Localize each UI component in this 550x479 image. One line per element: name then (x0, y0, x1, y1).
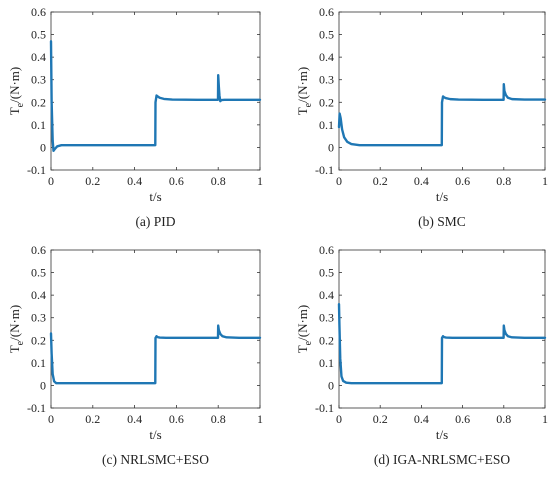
y-tick-label: 0.5 (31, 28, 46, 42)
y-tick-label: 0.6 (319, 5, 334, 19)
y-axis-label-unit: /(N·m) (7, 305, 22, 341)
y-tick-label: 0.3 (31, 311, 46, 325)
x-axis-label: t/s (149, 189, 161, 204)
y-tick-label: 0.1 (319, 118, 334, 132)
y-axis-label-main: T (7, 107, 22, 115)
y-axis-label-subscript: e (15, 102, 26, 107)
x-tick-label: 0 (336, 412, 342, 426)
y-tick-label: 0.4 (31, 50, 46, 64)
x-tick-label: 0 (48, 174, 54, 188)
chart-panel-2: 0 0.2 0.4 0.6 0.8 1-0.100.10.20.30.40.50.6t/s… (295, 5, 548, 229)
y-tick-label: 0.2 (319, 95, 334, 109)
x-tick-label: 0.2 (85, 174, 100, 188)
chart-panel-3: 0 0.2 0.4 0.6 0.8 1-0.100.10.20.30.40.50.6t/s… (7, 243, 263, 467)
x-tick-label: 0.4 (127, 174, 142, 188)
x-tick-label: 0.4 (414, 412, 429, 426)
y-tick-label: 0.2 (319, 333, 334, 347)
series-line-1 (49, 324, 262, 385)
x-tick-label: 0.8 (211, 174, 226, 188)
y-tick-label: 0.6 (319, 243, 334, 257)
y-tick-label: 0.3 (31, 73, 46, 87)
series-line-1 (337, 302, 547, 385)
x-tick-label: 0.4 (127, 412, 142, 426)
x-axis-label: t/s (149, 427, 161, 442)
x-axis-label: t/s (436, 189, 448, 204)
x-tick-label: 0.2 (373, 412, 388, 426)
y-tick-label: 0.3 (319, 311, 334, 325)
chart-panel-1: 0 0.2 0.4 0.6 0.8 1-0.100.10.20.30.40.50.6t/s… (7, 5, 263, 229)
panel-caption: (a) PID (135, 214, 175, 229)
y-tick-label: 0 (40, 378, 46, 392)
x-tick-label: 0.6 (455, 412, 470, 426)
y-tick-label: 0.3 (319, 73, 334, 87)
x-tick-label: 1 (257, 412, 263, 426)
x-tick-label: 1 (542, 174, 548, 188)
x-tick-label: 1 (257, 174, 263, 188)
x-tick-label: 0.6 (455, 174, 470, 188)
x-axis-label: t/s (436, 427, 448, 442)
y-tick-label: 0.2 (31, 95, 46, 109)
y-tick-label: 0.2 (31, 333, 46, 347)
series-line-1 (49, 40, 262, 153)
x-tick-label: 0.8 (211, 412, 226, 426)
y-tick-label: 0.1 (319, 356, 334, 370)
plot-area-frame (50, 249, 261, 409)
y-tick-label: 0.4 (319, 50, 334, 64)
x-tick-label: 0.4 (414, 174, 429, 188)
y-tick-label: -0.1 (315, 163, 334, 177)
y-tick-label: 0.1 (31, 356, 46, 370)
y-tick-label: 0.5 (319, 266, 334, 280)
y-axis-label-main: T (295, 107, 310, 115)
x-tick-label: 0.2 (373, 174, 388, 188)
y-tick-label: 0.4 (31, 288, 46, 302)
x-tick-label: 0.8 (496, 412, 511, 426)
chart-panel-4: 0 0.2 0.4 0.6 0.8 1-0.100.10.20.30.40.50.6t/s… (295, 243, 548, 467)
y-tick-label: 0.6 (31, 243, 46, 257)
y-axis-label-subscript: e (303, 340, 314, 345)
y-axis-label-unit: /(N·m) (295, 305, 310, 341)
x-tick-label: 0 (48, 412, 54, 426)
x-tick-label: 0.2 (85, 412, 100, 426)
y-tick-label: 0 (328, 140, 334, 154)
y-tick-label: -0.1 (27, 401, 46, 415)
y-tick-label: 0.1 (31, 118, 46, 132)
y-axis-label-unit: /(N·m) (295, 67, 310, 103)
panel-caption: (b) SMC (418, 214, 466, 229)
y-axis-label: Te/(N·m) (295, 67, 314, 116)
panel-caption: (c) NRLSMC+ESO (102, 452, 209, 467)
x-tick-label: 0.6 (169, 412, 184, 426)
y-tick-label: 0 (328, 378, 334, 392)
y-axis-label: Te/(N·m) (7, 67, 26, 116)
y-axis-label-subscript: e (303, 102, 314, 107)
y-axis-label-main: T (295, 345, 310, 353)
y-tick-label: 0.6 (31, 5, 46, 19)
x-tick-label: 0.8 (496, 174, 511, 188)
y-axis-label-unit: /(N·m) (7, 67, 22, 103)
y-axis-label: Te/(N·m) (7, 305, 26, 354)
y-axis-label-main: T (7, 345, 22, 353)
x-tick-label: 1 (542, 412, 548, 426)
y-tick-label: 0.5 (31, 266, 46, 280)
y-tick-label: -0.1 (315, 401, 334, 415)
plot-area-frame (338, 11, 546, 171)
x-tick-label: 0.6 (169, 174, 184, 188)
x-tick-label: 0 (336, 174, 342, 188)
y-axis-label-subscript: e (15, 340, 26, 345)
panel-caption: (d) IGA-NRLSMC+ESO (374, 452, 510, 467)
y-axis-label: Te/(N·m) (295, 305, 314, 354)
y-tick-label: 0.4 (319, 288, 334, 302)
y-tick-label: 0 (40, 140, 46, 154)
series-line-1 (337, 83, 547, 147)
y-tick-label: 0.5 (319, 28, 334, 42)
y-tick-label: -0.1 (27, 163, 46, 177)
